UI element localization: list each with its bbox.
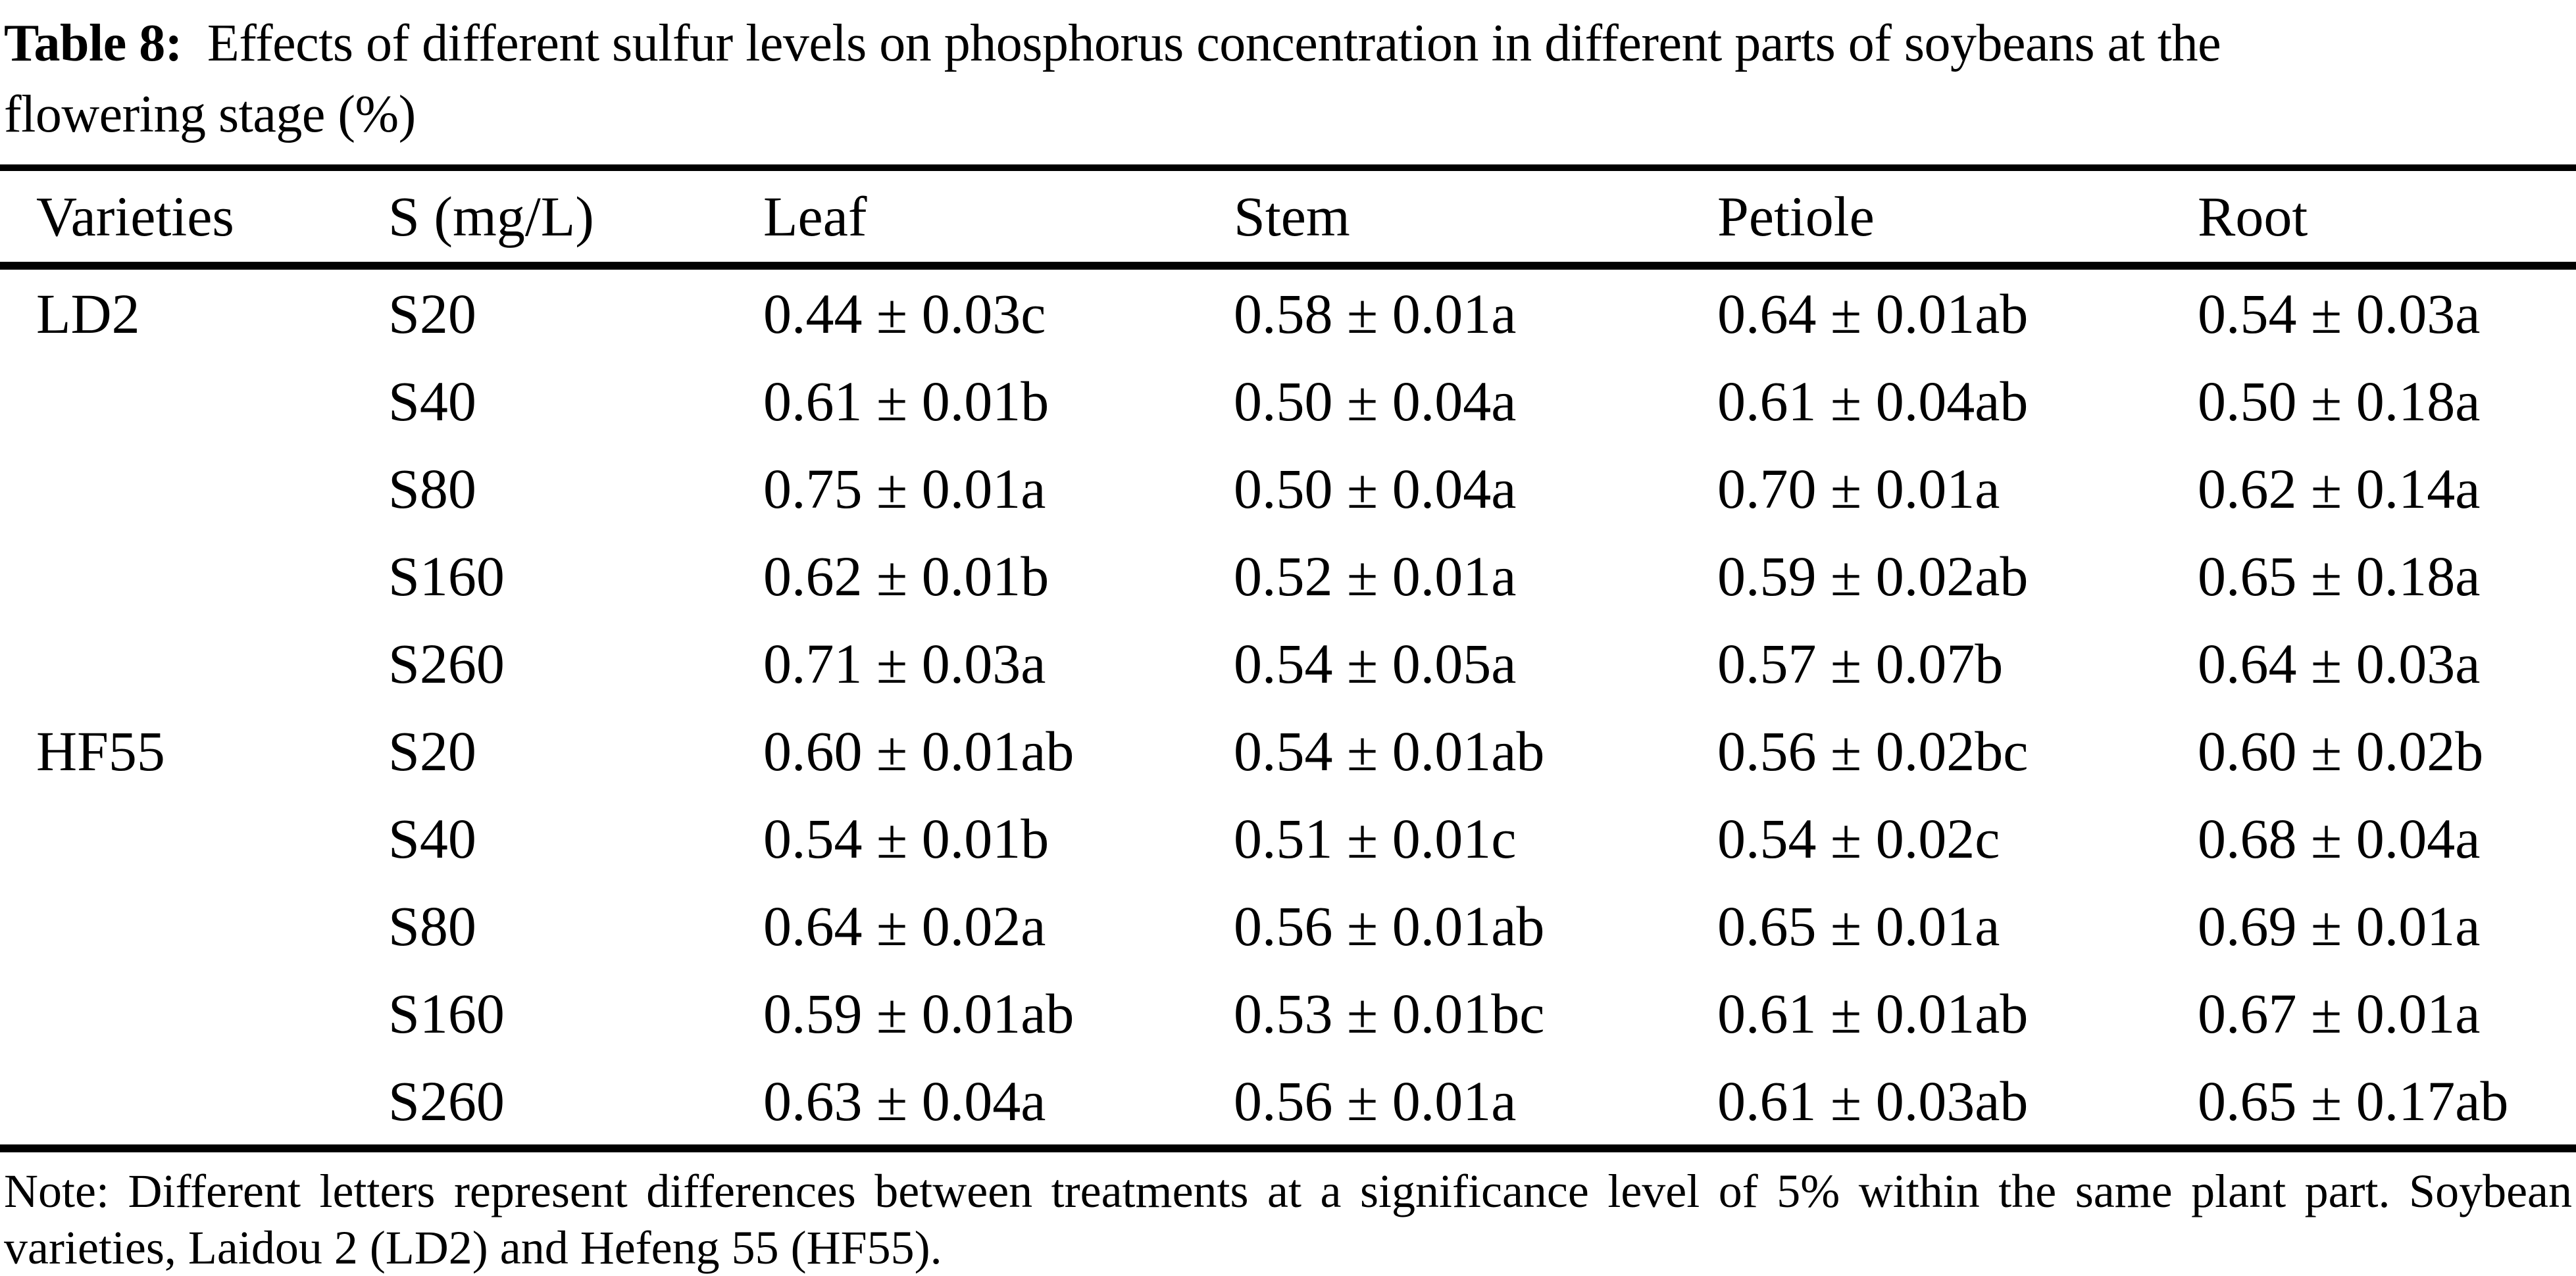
leaf-cell: 0.44 ± 0.03c [763, 282, 1046, 345]
sulfur-cell: S160 [388, 544, 505, 608]
column-header-leaf: Leaf [727, 168, 1198, 270]
sulfur-cell: S20 [388, 719, 476, 783]
root-cell: 0.50 ± 0.18a [2198, 369, 2481, 433]
table-row: S40 0.61 ± 0.01b 0.50 ± 0.04a 0.61 ± 0.0… [0, 357, 2576, 445]
root-cell: 0.65 ± 0.17ab [2198, 1069, 2509, 1133]
leaf-cell: 0.60 ± 0.01ab [763, 719, 1074, 783]
root-cell: 0.60 ± 0.02b [2198, 719, 2484, 783]
stem-cell: 0.50 ± 0.04a [1234, 456, 1517, 520]
table-row: S160 0.62 ± 0.01b 0.52 ± 0.01a 0.59 ± 0.… [0, 532, 2576, 620]
root-cell: 0.54 ± 0.03a [2198, 282, 2481, 345]
leaf-cell: 0.63 ± 0.04a [763, 1069, 1046, 1133]
table-row: S80 0.64 ± 0.02a 0.56 ± 0.01ab 0.65 ± 0.… [0, 882, 2576, 969]
table-row: LD2 S20 0.44 ± 0.03c 0.58 ± 0.01a 0.64 ±… [0, 266, 2576, 357]
table-caption: Table 8: Effects of different sulfur leve… [4, 8, 2576, 150]
column-header-sulfur: S (mg/L) [352, 168, 727, 270]
stem-cell: 0.56 ± 0.01a [1234, 1069, 1517, 1133]
table-row: S260 0.71 ± 0.03a 0.54 ± 0.05a 0.57 ± 0.… [0, 620, 2576, 707]
sulfur-cell: S80 [388, 456, 476, 520]
table-note: Note: Different letters represent differ… [4, 1165, 2572, 1274]
table-row: S260 0.63 ± 0.04a 0.56 ± 0.01a 0.61 ± 0.… [0, 1057, 2576, 1148]
variety-cell [0, 795, 352, 882]
stem-cell: 0.58 ± 0.01a [1234, 282, 1517, 345]
table-row: S40 0.54 ± 0.01b 0.51 ± 0.01c 0.54 ± 0.0… [0, 795, 2576, 882]
sulfur-cell: S160 [388, 981, 505, 1045]
petiole-cell: 0.61 ± 0.04ab [1717, 369, 2029, 433]
stem-cell: 0.56 ± 0.01ab [1234, 894, 1545, 958]
column-header-varieties: Varieties [0, 168, 352, 270]
table-row: HF55 S20 0.60 ± 0.01ab 0.54 ± 0.01ab 0.5… [0, 707, 2576, 795]
variety-cell [0, 445, 352, 532]
leaf-cell: 0.61 ± 0.01b [763, 369, 1049, 433]
table-caption-text-1: Effects of different sulfur levels on ph… [207, 14, 2221, 72]
sulfur-cell: S20 [388, 282, 476, 345]
variety-cell [0, 357, 352, 445]
root-cell: 0.67 ± 0.01a [2198, 981, 2481, 1045]
stem-cell: 0.54 ± 0.05a [1234, 631, 1517, 695]
root-cell: 0.62 ± 0.14a [2198, 456, 2481, 520]
petiole-cell: 0.64 ± 0.01ab [1717, 282, 2029, 345]
leaf-cell: 0.64 ± 0.02a [763, 894, 1046, 958]
root-cell: 0.69 ± 0.01a [2198, 894, 2481, 958]
root-cell: 0.64 ± 0.03a [2198, 631, 2481, 695]
variety-cell: HF55 [36, 719, 165, 783]
petiole-cell: 0.59 ± 0.02ab [1717, 544, 2029, 608]
root-cell: 0.65 ± 0.18a [2198, 544, 2481, 608]
variety-cell [0, 969, 352, 1057]
stem-cell: 0.54 ± 0.01ab [1234, 719, 1545, 783]
table-header-row: Varieties S (mg/L) Leaf Stem Petiole Roo… [0, 168, 2576, 270]
variety-cell [0, 882, 352, 969]
sulfur-cell: S260 [388, 631, 505, 695]
variety-cell [0, 1057, 352, 1148]
column-header-root: Root [2161, 168, 2576, 270]
variety-cell [0, 620, 352, 707]
petiole-cell: 0.61 ± 0.03ab [1717, 1069, 2029, 1133]
table-caption-label: Table 8: [4, 14, 182, 72]
variety-cell [0, 532, 352, 620]
stem-cell: 0.52 ± 0.01a [1234, 544, 1517, 608]
leaf-cell: 0.62 ± 0.01b [763, 544, 1049, 608]
sulfur-cell: S40 [388, 806, 476, 870]
root-cell: 0.68 ± 0.04a [2198, 806, 2481, 870]
column-header-stem: Stem [1198, 168, 1681, 270]
sulfur-cell: S40 [388, 369, 476, 433]
table-caption-line-2: flowering stage (%) [4, 86, 416, 143]
leaf-cell: 0.54 ± 0.01b [763, 806, 1049, 870]
petiole-cell: 0.54 ± 0.02c [1717, 806, 2000, 870]
leaf-cell: 0.59 ± 0.01ab [763, 981, 1074, 1045]
sulfur-cell: S80 [388, 894, 476, 958]
petiole-cell: 0.61 ± 0.01ab [1717, 981, 2029, 1045]
data-table: Varieties S (mg/L) Leaf Stem Petiole Roo… [0, 164, 2576, 1152]
table-row: S160 0.59 ± 0.01ab 0.53 ± 0.01bc 0.61 ± … [0, 969, 2576, 1057]
leaf-cell: 0.75 ± 0.01a [763, 456, 1046, 520]
leaf-cell: 0.71 ± 0.03a [763, 631, 1046, 695]
stem-cell: 0.50 ± 0.04a [1234, 369, 1517, 433]
stem-cell: 0.51 ± 0.01c [1234, 806, 1517, 870]
petiole-cell: 0.70 ± 0.01a [1717, 456, 2000, 520]
stem-cell: 0.53 ± 0.01bc [1234, 981, 1545, 1045]
petiole-cell: 0.65 ± 0.01a [1717, 894, 2000, 958]
column-header-petiole: Petiole [1681, 168, 2161, 270]
sulfur-cell: S260 [388, 1069, 505, 1133]
petiole-cell: 0.57 ± 0.07b [1717, 631, 2004, 695]
table-row: S80 0.75 ± 0.01a 0.50 ± 0.04a 0.70 ± 0.0… [0, 445, 2576, 532]
petiole-cell: 0.56 ± 0.02bc [1717, 719, 2029, 783]
table-caption-line-1: Table 8: Effects of different sulfur leve… [4, 8, 2576, 79]
variety-cell: LD2 [36, 282, 140, 345]
